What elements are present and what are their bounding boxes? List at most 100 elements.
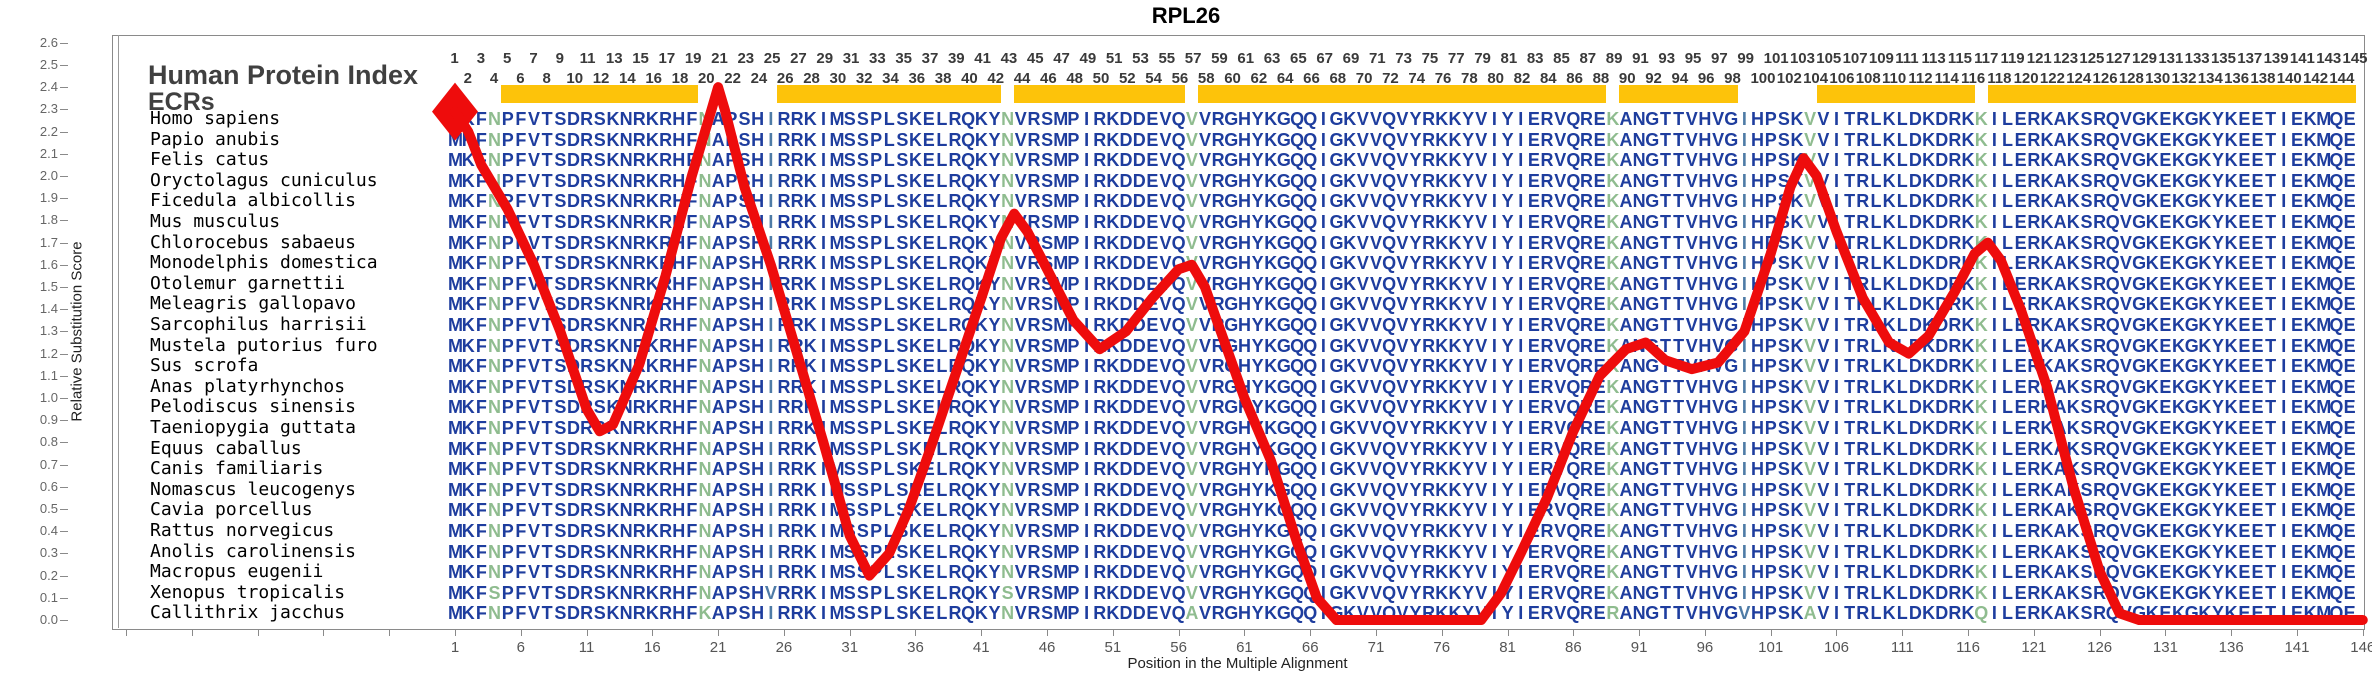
residue: I [1084, 315, 1089, 335]
residue: I [1833, 376, 1839, 397]
residue: F [475, 562, 487, 583]
residue: R [2093, 253, 2106, 274]
residue: H [1751, 294, 1764, 315]
residue: K [1790, 500, 1804, 521]
residue: Y [1501, 541, 1514, 562]
residue: D [1935, 479, 1948, 500]
residue: Q [1382, 129, 1396, 150]
residue: T [1673, 191, 1684, 212]
residue: D [1132, 253, 1146, 274]
residue: E [2238, 109, 2250, 129]
position-number: 102 [1776, 70, 1802, 87]
residue: K [909, 376, 922, 397]
residue: H [1751, 603, 1764, 624]
residue: R [1027, 562, 1040, 583]
residue: K [1606, 335, 1619, 356]
residue: K [461, 418, 475, 438]
residue: Q [1303, 418, 1317, 438]
residue: K [1343, 479, 1356, 500]
residue: N [619, 273, 633, 294]
residue: T [1659, 438, 1671, 459]
residue: H [751, 397, 764, 418]
residue: F [515, 459, 526, 480]
residue: Q [961, 459, 975, 480]
residue: V [528, 500, 540, 521]
residue: L [2002, 438, 2013, 459]
position-number: 37 [921, 50, 939, 67]
residue: Q [1382, 500, 1396, 521]
residue: E [2159, 582, 2171, 603]
x-tick-label: 76 [1433, 639, 1451, 656]
residue: K [1961, 315, 1975, 335]
residue: V [1804, 150, 1816, 171]
position-number: 3 [476, 50, 486, 67]
residue: M [1053, 418, 1068, 438]
residue: R [948, 212, 962, 232]
residue: K [2224, 603, 2238, 624]
residue: R [1422, 418, 1435, 438]
x-tick-mark [2165, 629, 2167, 636]
residue: T [541, 356, 553, 377]
residue: Q [1290, 438, 1304, 459]
residue: G [2132, 562, 2146, 583]
residue: K [461, 232, 475, 253]
residue: R [580, 582, 593, 603]
residue: V [528, 397, 540, 418]
residue: R [1027, 150, 1040, 171]
residue: S [554, 541, 566, 562]
residue: S [1041, 356, 1053, 377]
residue: G [1224, 603, 1238, 624]
residue: S [856, 582, 869, 603]
residue: K [645, 294, 659, 315]
residue: N [488, 212, 501, 232]
residue: K [645, 418, 659, 438]
residue: K [1882, 479, 1896, 500]
residue: D [1132, 315, 1146, 335]
residue: R [948, 562, 962, 583]
residue: R [2027, 541, 2040, 562]
residue: S [554, 521, 566, 541]
residue: P [870, 109, 882, 129]
residue: D [566, 603, 580, 624]
residue: K [1106, 191, 1119, 212]
residue: D [1132, 191, 1146, 212]
residue: V [1396, 376, 1408, 397]
residue: E [922, 150, 935, 171]
residue: L [936, 253, 947, 274]
residue: I [1741, 129, 1747, 150]
residue: H [751, 582, 764, 603]
residue: R [2027, 191, 2040, 212]
residue: G [1276, 315, 1291, 335]
species-label: Cavia porcellus [150, 499, 313, 521]
residue: R [1856, 603, 1869, 624]
residue: I [1991, 335, 1997, 356]
y-tick-label: 1.5 [39, 279, 58, 294]
residue: Q [2329, 479, 2343, 500]
species-label: Anas platyrhynchos [150, 375, 346, 397]
position-number: 47 [1053, 50, 1070, 67]
residue: E [2251, 109, 2263, 129]
residue: Q [2105, 582, 2120, 603]
residue: D [1132, 438, 1146, 459]
residue: L [1896, 500, 1908, 521]
residue: S [1041, 273, 1053, 294]
residue: E [2238, 191, 2250, 212]
residue: N [698, 521, 712, 541]
residue: A [1619, 582, 1632, 603]
residue: G [1224, 232, 1238, 253]
residue: K [1264, 294, 1277, 315]
residue: K [1974, 500, 1988, 521]
residue: R [1211, 273, 1225, 294]
residue: K [1922, 191, 1935, 212]
residue: R [1540, 459, 1554, 480]
residue: Q [1566, 397, 1580, 418]
residue: M [448, 356, 463, 377]
residue: V [1554, 397, 1566, 418]
residue: P [725, 603, 737, 624]
residue: Y [988, 129, 1000, 150]
residue: P [1067, 521, 1079, 541]
residue: R [2093, 521, 2106, 541]
x-tick-mark [718, 629, 720, 636]
residue: I [2281, 418, 2286, 438]
residue: V [1712, 170, 1724, 191]
